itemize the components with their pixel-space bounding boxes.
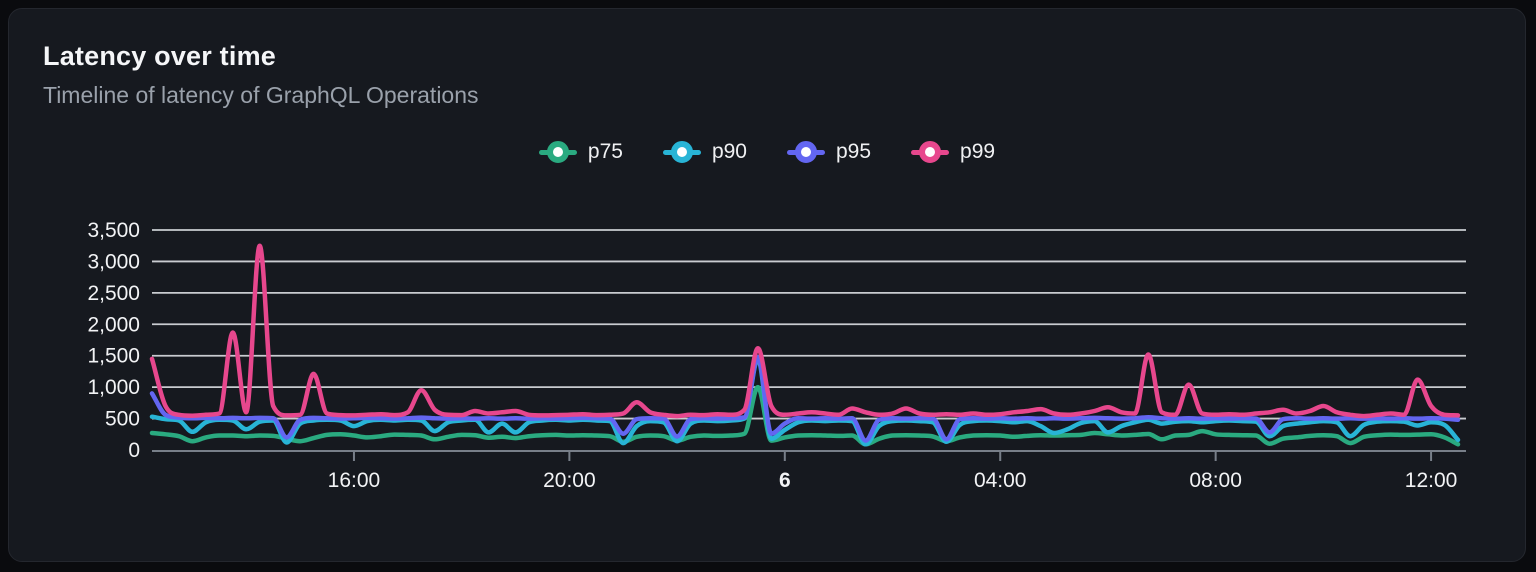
series-p90-line[interactable] — [149, 356, 1461, 447]
legend-item-p90[interactable]: p90 — [662, 140, 747, 164]
chart-title: Latency over time — [43, 41, 276, 71]
legend-marker-p75 — [538, 141, 577, 163]
legend-marker-p95 — [787, 141, 825, 163]
series-p95-line[interactable] — [149, 354, 1461, 443]
y-tick-label-0: 0 — [128, 439, 140, 462]
y-axis-labels: 0 500 1,000 1,500 2,000 2,500 3,000 3,500 — [87, 219, 140, 462]
y-tick-label-500: 500 — [105, 408, 140, 431]
chart-subtitle: Timeline of latency of GraphQL Operation… — [43, 82, 479, 108]
x-tick-label-08:00: 08:00 — [1189, 469, 1242, 492]
latency-chart-card: Latency over time Timeline of latency of… — [8, 8, 1526, 562]
latency-chart-svg: 0 500 1,000 1,500 2,000 2,500 3,000 3,500 16:00 2… — [87, 219, 1466, 492]
y-tick-label-2500: 2,500 — [87, 282, 140, 305]
x-axis: 16:00 20:00 6 04:00 08:00 12:00 — [152, 450, 1466, 492]
x-tick-label-04:00: 04:00 — [974, 469, 1027, 492]
series-p99-line[interactable] — [149, 243, 1461, 419]
x-tick-label-6: 6 — [779, 469, 791, 492]
legend-marker-p90 — [662, 141, 701, 163]
legend-item-p95[interactable]: p95 — [787, 140, 871, 164]
chart-legend: p75 p90 p95 p99 — [9, 139, 1525, 165]
legend-marker-p99 — [911, 141, 950, 163]
legend-label-p99: p99 — [960, 140, 996, 163]
y-tick-label-1500: 1,500 — [87, 345, 140, 368]
y-tick-label-3000: 3,000 — [87, 250, 140, 273]
legend-label-p95: p95 — [836, 140, 872, 163]
x-tick-label-20:00: 20:00 — [543, 469, 596, 492]
latency-chart: 0 500 1,000 1,500 2,000 2,500 3,000 3,500 16:00 2… — [9, 199, 1525, 511]
legend-label-p90: p90 — [711, 140, 747, 163]
y-tick-label-1000: 1,000 — [87, 376, 140, 399]
series-p75-line[interactable] — [149, 384, 1461, 447]
y-tick-label-2000: 2,000 — [87, 313, 140, 336]
legend-item-p99[interactable]: p99 — [911, 140, 995, 164]
x-tick-label-16:00: 16:00 — [328, 469, 381, 492]
series-lines — [149, 243, 1461, 447]
legend-item-p75[interactable]: p75 — [538, 140, 623, 164]
x-tick-label-12:00: 12:00 — [1405, 469, 1458, 492]
legend-label-p75: p75 — [587, 140, 623, 163]
gridlines — [152, 229, 1466, 420]
y-tick-label-3500: 3,500 — [87, 219, 140, 242]
